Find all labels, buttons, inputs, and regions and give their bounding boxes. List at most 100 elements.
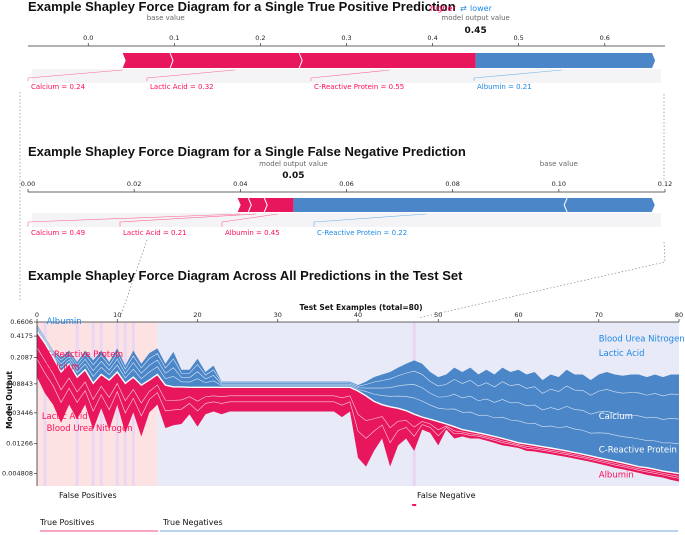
tick-label: 0.12 — [658, 180, 672, 188]
negative-contribution-line — [36, 327, 680, 420]
false-negative-label: False Negative — [417, 491, 476, 500]
area-feature-label: Blood Urea Nitrogen — [599, 335, 685, 345]
area-axes: 0 10 20 30 40 50 60 70 80 0.6606 0.4175 0.2087 0.088… — [2, 311, 683, 486]
x-tick-label: 70 — [595, 311, 603, 319]
y-tick-label: 0.2087 — [10, 353, 33, 361]
label-connector — [221, 213, 278, 227]
y-tick-label: 0.03446 — [6, 409, 33, 417]
output-value-1: 0.45 — [465, 26, 487, 36]
negative-contribution-line — [36, 329, 680, 445]
false-positives-label: False Positives — [59, 491, 117, 500]
true-positives-bar — [40, 530, 158, 532]
feature-label: C-Reactive Protein = 0.22 — [317, 229, 407, 237]
bar-shadow — [32, 69, 661, 83]
x-tick-label: 10 — [113, 311, 121, 319]
force-split — [298, 52, 303, 69]
area-plot — [36, 324, 680, 482]
negative-force-bar — [475, 53, 656, 68]
negative-contribution-line — [36, 326, 680, 397]
area-feature-label: C-Reactive Protein — [599, 446, 677, 456]
x-axis-2: 0.00 0.02 0.04 0.06 0.08 0.10 0.12 — [21, 180, 672, 193]
tick-label: 0.6 — [600, 34, 610, 42]
area-feature-label: Calcium — [599, 412, 633, 422]
force-bars-2 — [32, 197, 661, 227]
y-tick-label: 0.4175 — [10, 332, 33, 340]
label-connector — [146, 69, 235, 81]
y-tick-label: 0.004808 — [2, 469, 33, 477]
feature-label: Albumin = 0.21 — [477, 83, 532, 91]
tick-label: 0.4 — [427, 34, 437, 42]
tick-label: 0.04 — [233, 180, 247, 188]
feature-label: Lactic Acid = 0.32 — [150, 83, 214, 91]
base-value-label-1: base value — [147, 14, 185, 22]
x-tick-label: 30 — [274, 311, 282, 319]
feature-label: C-Reactive Protein = 0.55 — [314, 83, 404, 91]
output-label-2: model output value — [259, 160, 327, 168]
connector-lines — [19, 92, 666, 319]
label-connector — [119, 213, 257, 227]
true-negatives-label: True Negatives — [162, 518, 223, 527]
highlight-column — [43, 322, 47, 486]
positive-contribution-line — [36, 358, 680, 479]
tick-label: 0.02 — [127, 180, 141, 188]
tick-label: 0.08 — [445, 180, 459, 188]
area-feature-label: Blood Urea Nitrogen — [47, 424, 133, 434]
tick-label: 0.06 — [339, 180, 353, 188]
bar-shadow — [32, 213, 661, 227]
output-value-2: 0.05 — [282, 171, 304, 181]
positive-force-bar — [237, 198, 294, 212]
chart-title-2: Example Shapley Force Diagram for a Sing… — [28, 144, 466, 159]
chart-title-1: Example Shapley Force Diagram for a Sing… — [28, 0, 456, 14]
negative-force-bar — [293, 198, 655, 212]
tick-label: 0.0 — [83, 34, 93, 42]
force-split — [247, 197, 252, 213]
area-feature-label: Calcium — [45, 363, 79, 373]
feature-label: Albumin = 0.45 — [225, 229, 280, 237]
label-connector — [27, 213, 241, 227]
x-tick-label: 40 — [354, 311, 362, 319]
x-tick-label: 80 — [675, 311, 683, 319]
feature-label: Calcium = 0.49 — [31, 229, 85, 237]
x-tick-label: 60 — [514, 311, 522, 319]
y-tick-label: 0.08843 — [6, 380, 33, 388]
chart-title-3: Example Shapley Force Diagram Across All… — [28, 268, 463, 283]
classification-bars — [40, 504, 678, 532]
tick-label: 0.1 — [169, 34, 179, 42]
label-connector — [473, 69, 562, 81]
x-tick-label: 50 — [434, 311, 442, 319]
output-label-1: model output value — [441, 14, 509, 22]
y-tick-label: 0.01266 — [6, 440, 33, 448]
label-connector — [310, 69, 390, 81]
legend-higher: higher — [430, 4, 456, 13]
label-connector — [313, 213, 427, 227]
positive-area — [37, 331, 679, 482]
tick-label: 0.3 — [341, 34, 351, 42]
tick-label: 0.00 — [21, 180, 35, 188]
tick-label: 0.2 — [255, 34, 265, 42]
feature-label: Lactic Acid = 0.21 — [123, 229, 187, 237]
x-axis-1: 0.0 0.1 0.2 0.3 0.4 0.5 0.6 — [28, 34, 665, 47]
positive-contribution-line — [36, 347, 680, 477]
area-feature-labels: Albumin C-Reactive Protein Calcium Lactic A… — [42, 317, 685, 481]
y-tick-label: 0.6606 — [10, 318, 33, 326]
tick-label: 0.5 — [513, 34, 523, 42]
y-axis-title-3: Model Output — [5, 371, 14, 429]
force-split — [263, 197, 268, 213]
force-split — [563, 197, 568, 213]
area-feature-label: Lactic Acid — [599, 349, 645, 359]
x-tick-label: 20 — [193, 311, 201, 319]
false-negative-marker — [412, 504, 417, 506]
area-feature-label: Lactic Acid — [42, 412, 88, 422]
area-feature-label: C-Reactive Protein — [45, 350, 123, 360]
x-tick-label: 0 — [35, 311, 39, 319]
true-positives-label: True Positives — [39, 518, 95, 527]
feature-label: Calcium = 0.24 — [31, 83, 86, 91]
model-output-line — [36, 331, 680, 475]
force-split — [169, 52, 174, 69]
positive-force-bar — [122, 53, 476, 68]
x-axis-title-3: Test Set Examples (total=80) — [299, 303, 422, 312]
force-bars-1 — [32, 52, 661, 83]
feature-labels-1: Calcium = 0.24 Lactic Acid = 0.32 C-Reacti… — [27, 69, 562, 91]
legend-arrow-icon: ⇄ — [460, 4, 467, 13]
